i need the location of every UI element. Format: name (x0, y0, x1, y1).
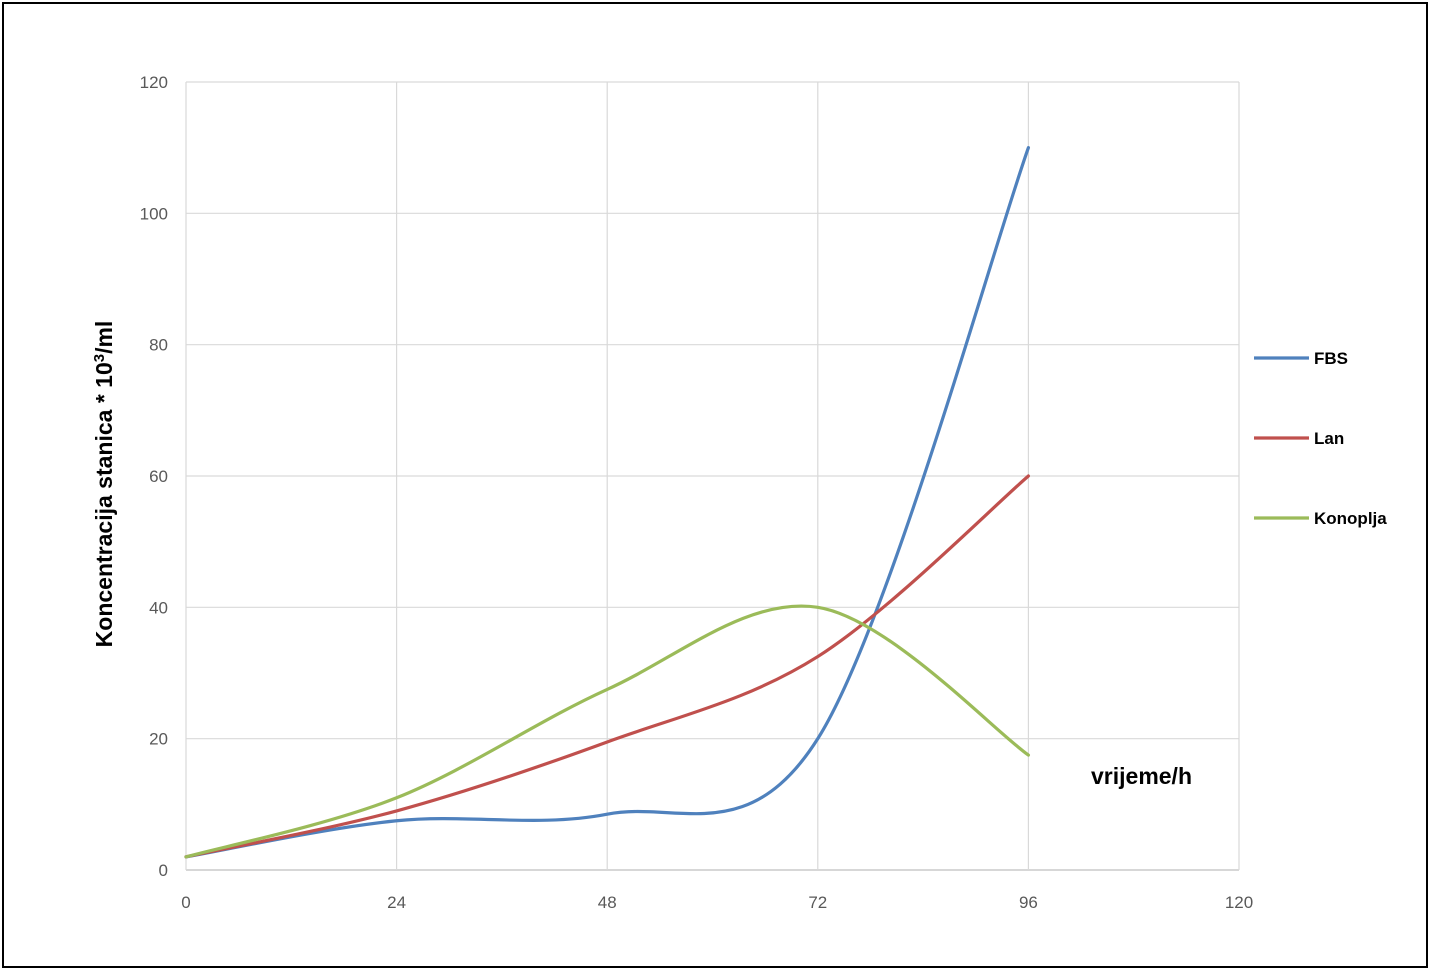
y-tick-label: 0 (159, 861, 168, 880)
x-axis-title: vrijeme/h (1091, 763, 1192, 789)
series-lines (184, 146, 1030, 859)
x-tick-label: 96 (1019, 893, 1038, 912)
y-tick-label: 80 (149, 336, 168, 355)
line-chart: 0 20 40 60 80 100 120 0 24 48 72 96 120 FBS Lan Konopl… (91, 73, 1388, 912)
series-line-konoplja (184, 604, 1030, 859)
x-tick-label: 48 (598, 893, 617, 912)
y-axis-title-sup: 3 (91, 354, 108, 362)
legend-label-lan: Lan (1314, 429, 1344, 448)
y-tick-label: 60 (149, 467, 168, 486)
legend: FBS Lan Konoplja (1254, 349, 1387, 528)
legend-label-fbs: FBS (1314, 349, 1348, 368)
x-tick-label: 0 (181, 893, 190, 912)
series-line-lan (184, 474, 1030, 859)
y-axis-title-main: Koncentracija stanica * 10 (91, 362, 117, 647)
series-line-fbs (184, 146, 1030, 859)
y-tick-label: 100 (140, 204, 168, 223)
x-tick-label: 72 (808, 893, 827, 912)
y-tick-label: 20 (149, 730, 168, 749)
y-tick-label: 120 (140, 73, 168, 92)
x-tick-label: 24 (387, 893, 406, 912)
x-tick-label: 120 (1225, 893, 1253, 912)
legend-label-konoplja: Konoplja (1314, 509, 1387, 528)
y-axis-title: Koncentracija stanica * 103/ml (91, 321, 118, 648)
grid-lines (185, 81, 1240, 871)
y-axis-title-suffix: /ml (91, 321, 117, 354)
y-tick-label: 40 (149, 598, 168, 617)
tick-labels: 0 20 40 60 80 100 120 0 24 48 72 96 120 (140, 73, 1254, 912)
